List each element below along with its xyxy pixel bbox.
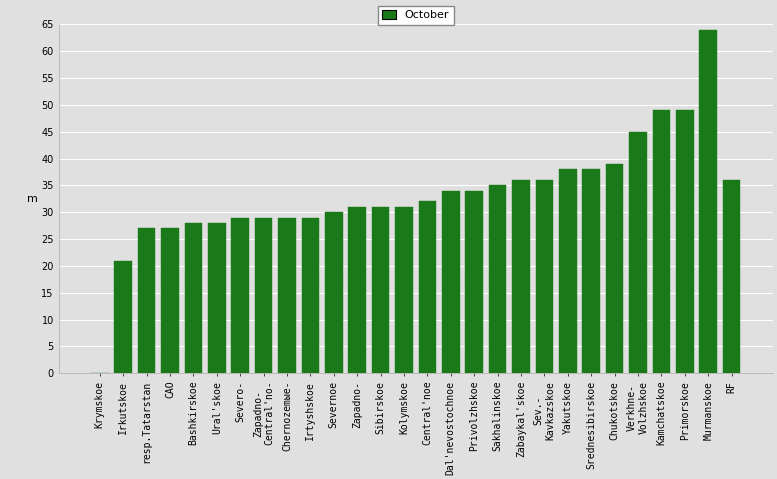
Bar [699, 30, 717, 373]
Bar [629, 132, 646, 373]
Bar [301, 217, 319, 373]
Y-axis label: m: m [27, 194, 38, 204]
Bar [606, 164, 623, 373]
Bar [583, 169, 600, 373]
Bar [372, 207, 389, 373]
Bar [419, 202, 436, 373]
Bar [348, 207, 366, 373]
Bar [395, 207, 413, 373]
Bar [162, 228, 179, 373]
Bar [676, 110, 694, 373]
Bar [255, 217, 273, 373]
Bar [489, 185, 507, 373]
Bar [208, 223, 225, 373]
Bar [653, 110, 671, 373]
Bar [723, 180, 740, 373]
Legend: October: October [378, 6, 454, 25]
Bar [535, 180, 553, 373]
Bar [278, 217, 296, 373]
Bar [512, 180, 530, 373]
Bar [114, 261, 132, 373]
Bar [465, 191, 483, 373]
Bar [185, 223, 202, 373]
Bar [325, 212, 343, 373]
Bar [138, 228, 155, 373]
Bar [232, 217, 249, 373]
Bar [442, 191, 459, 373]
Bar [559, 169, 577, 373]
